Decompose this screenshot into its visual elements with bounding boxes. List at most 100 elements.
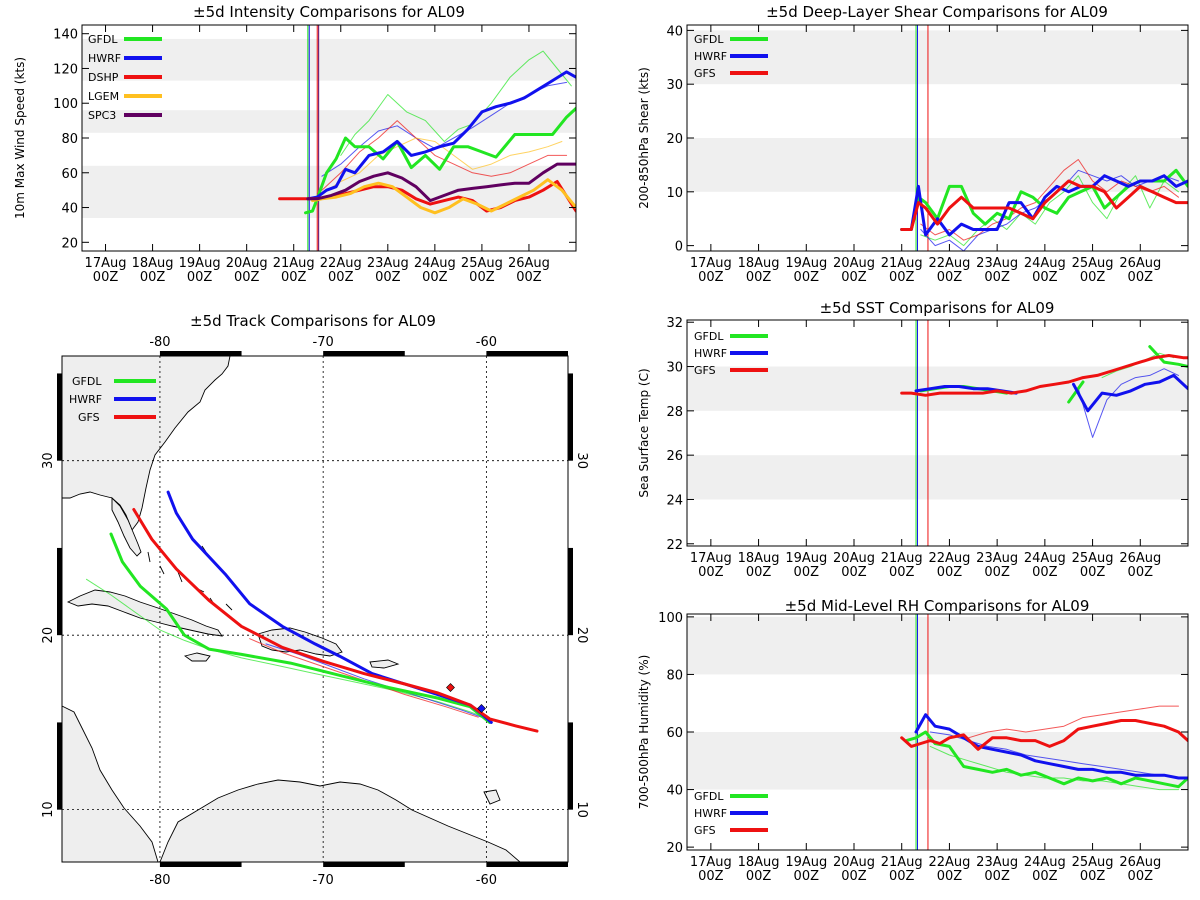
sst-legend-label: GFS [694, 364, 716, 377]
sst-xtick-date: 18Aug [738, 551, 780, 566]
intensity-xtick-hour: 00Z [187, 270, 213, 285]
intensity-xtick-hour: 00Z [422, 270, 448, 285]
sst-legend: GFDL HWRF GFS [694, 330, 768, 377]
rh-xtick-hour: 00Z [1080, 869, 1106, 884]
shear-yticks: 0 10 20 30 40 [666, 24, 1188, 255]
map-border-segment [323, 351, 405, 356]
sst-xtick-date: 20Aug [833, 551, 875, 566]
intensity-ytick-label: 120 [53, 62, 78, 77]
map-ticks: -80 -80 -70 -70 -60 -60 10 10 20 20 30 30 [41, 335, 589, 888]
sst-xtick-hour: 00Z [746, 565, 772, 580]
intensity-ytick-label: 40 [61, 202, 78, 217]
sst-chart: ±5d SST Comparisons for AL09 Sea Surface… [637, 299, 1189, 580]
shear-xtick-hour: 00Z [841, 270, 867, 285]
track-gfs-line [132, 508, 539, 733]
map-border-segment [568, 547, 573, 636]
rh-legend-label: GFDL [694, 790, 724, 803]
intensity-ytick-label: 140 [53, 28, 78, 43]
shear-legend-label: HWRF [694, 50, 727, 63]
land-north-america [62, 356, 231, 531]
shear-xtick-hour: 00Z [1032, 270, 1058, 285]
intensity-xtick-hour: 00Z [469, 270, 495, 285]
shear-xtick-date: 21Aug [881, 256, 923, 271]
rh-xtick-hour: 00Z [841, 869, 867, 884]
rh-xtick-date: 24Aug [1024, 855, 1066, 870]
sst-xtick-hour: 00Z [794, 565, 820, 580]
rh-ytick-label: 40 [666, 784, 683, 799]
map-lat-label-right: 20 [574, 627, 589, 644]
sst-xtick-hour: 00Z [1032, 565, 1058, 580]
shear-title: ±5d Deep-Layer Shear Comparisons for AL0… [766, 3, 1108, 21]
intensity-xtick-date: 24Aug [414, 256, 456, 271]
land-cuba [66, 589, 223, 637]
rh-xtick-hour: 00Z [1128, 869, 1154, 884]
rh-gfdl-line [905, 730, 1188, 789]
rh-xtick-date: 23Aug [976, 855, 1018, 870]
shear-xtick-date: 22Aug [928, 256, 970, 271]
shear-xtick-hour: 00Z [1080, 270, 1106, 285]
shear-xticks: 17Aug00Z18Aug00Z19Aug00Z20Aug00Z21Aug00Z… [690, 25, 1161, 285]
intensity-band [82, 38, 576, 81]
rh-series [900, 614, 1188, 850]
intensity-xtick-date: 23Aug [367, 256, 409, 271]
intensity-xtick-date: 21Aug [273, 256, 315, 271]
sst-xtick-hour: 00Z [1128, 565, 1154, 580]
sst-xtick-date: 24Aug [1024, 551, 1066, 566]
intensity-series [278, 25, 576, 251]
shear-xtick-date: 19Aug [785, 256, 827, 271]
rh-gfs-line [900, 719, 1188, 751]
intensity-xtick-date: 22Aug [320, 256, 362, 271]
rh-yticks: 20 40 60 80 100 [658, 611, 1188, 856]
shear-ylabel: 200-850hPa Shear (kts) [637, 67, 651, 209]
rh-xtick-date: 17Aug [690, 855, 732, 870]
sst-ytick-label: 30 [666, 361, 683, 376]
sst-ytick-label: 26 [666, 449, 683, 464]
rh-band [687, 616, 1188, 675]
shear-ytick-label: 0 [675, 240, 683, 255]
shear-gfs-line [900, 179, 1188, 231]
shear-ytick-label: 30 [666, 78, 683, 93]
rh-bands [687, 616, 1188, 790]
intensity-xticks: 17Aug00Z18Aug00Z19Aug00Z20Aug00Z21Aug00Z… [85, 25, 550, 285]
sst-xtick-date: 23Aug [976, 551, 1018, 566]
intensity-ylabel: 10m Max Wind Speed (kts) [13, 57, 27, 219]
sst-hwrf-prev-line [1077, 368, 1179, 438]
intensity-ytick-label: 20 [61, 236, 78, 251]
sst-title: ±5d SST Comparisons for AL09 [820, 299, 1055, 317]
sst-xtick-date: 19Aug [785, 551, 827, 566]
rh-ytick-label: 100 [658, 611, 683, 626]
intensity-legend-label: LGEM [88, 90, 119, 103]
sst-xtick-hour: 00Z [698, 565, 724, 580]
rh-ytick-label: 60 [666, 726, 683, 741]
shear-band [687, 30, 1188, 85]
rh-xtick-hour: 00Z [794, 869, 820, 884]
shear-xtick-hour: 00Z [746, 270, 772, 285]
sst-xtick-hour: 00Z [984, 565, 1010, 580]
intensity-hwrf-line [306, 70, 576, 201]
rh-gfs-prev-line [968, 705, 1179, 739]
rh-xtick-date: 26Aug [1119, 855, 1161, 870]
rh-ylabel: 700-500hPa Humidity (%) [637, 655, 651, 810]
shear-xtick-date: 24Aug [1024, 256, 1066, 271]
rh-ytick-label: 80 [666, 668, 683, 683]
intensity-chart: ±5d Intensity Comparisons for AL09 10m M… [13, 3, 577, 285]
shear-xtick-date: 25Aug [1072, 256, 1114, 271]
sst-xtick-date: 25Aug [1072, 551, 1114, 566]
map-border-segment [486, 351, 568, 356]
map-lat-label-right: 30 [574, 452, 589, 469]
intensity-band [82, 165, 576, 218]
shear-xtick-hour: 00Z [1128, 270, 1154, 285]
shear-gfs-prev-line [920, 159, 1179, 241]
sst-xtick-date: 21Aug [881, 551, 923, 566]
sst-xtick-hour: 00Z [1080, 565, 1106, 580]
intensity-legend-label: SPC3 [88, 109, 116, 122]
sst-xtick-hour: 00Z [889, 565, 915, 580]
shear-band [687, 138, 1188, 192]
track-gfdl-line [109, 532, 492, 724]
intensity-gfdl-line [304, 106, 576, 215]
intensity-xtick-date: 17Aug [85, 256, 127, 271]
intensity-lgem-prev-line [321, 137, 563, 195]
sst-xticks: 17Aug00Z18Aug00Z19Aug00Z20Aug00Z21Aug00Z… [690, 320, 1161, 580]
land-florida-tip [111, 496, 142, 557]
